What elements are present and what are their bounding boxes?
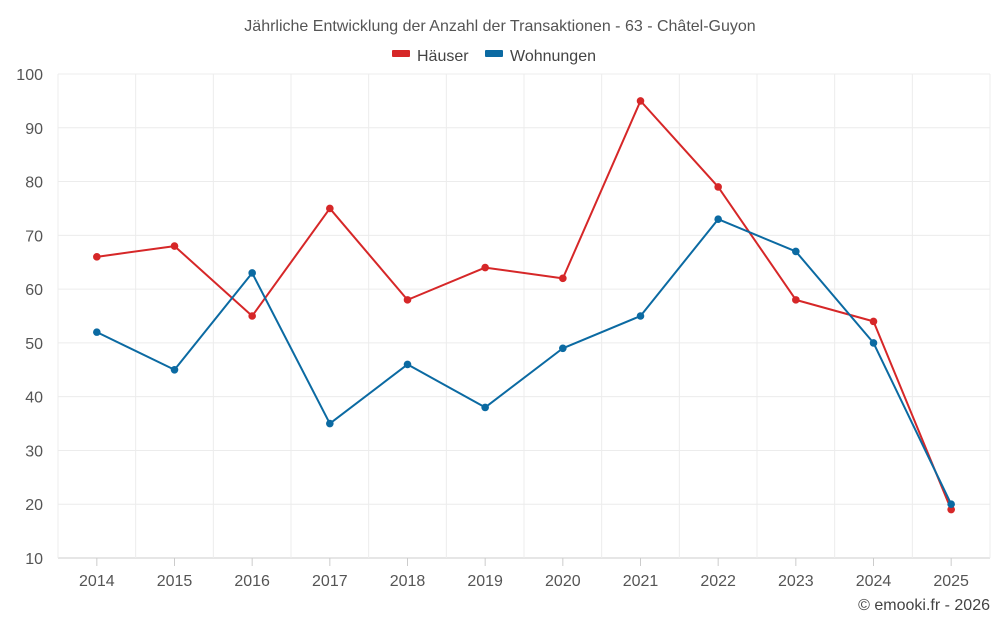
credit-text: © emooki.fr - 2026 <box>858 597 990 614</box>
data-point-haeuser[interactable] <box>326 204 334 213</box>
data-point-haeuser[interactable] <box>481 263 489 272</box>
series-group <box>93 97 955 514</box>
x-tick-label: 2016 <box>234 573 270 590</box>
y-tick-label: 70 <box>25 228 43 245</box>
legend: Häuser Wohnungen <box>392 48 596 65</box>
data-point-wohnungen[interactable] <box>481 403 489 412</box>
data-point-wohnungen[interactable] <box>636 312 645 320</box>
y-tick-label: 30 <box>25 443 43 460</box>
x-tick-label: 2018 <box>390 573 426 590</box>
y-tick-label: 40 <box>25 390 43 407</box>
data-point-wohnungen[interactable] <box>869 339 878 347</box>
data-point-wohnungen[interactable] <box>403 360 412 369</box>
x-tick-label: 2022 <box>700 573 736 590</box>
data-point-haeuser[interactable] <box>636 97 645 105</box>
grid <box>57 73 991 559</box>
data-point-haeuser[interactable] <box>93 253 101 261</box>
x-tick-label: 2019 <box>467 573 503 590</box>
chart-title: Jährliche Entwicklung der Anzahl der Tra… <box>244 18 755 35</box>
data-point-wohnungen[interactable] <box>947 500 955 509</box>
data-point-haeuser[interactable] <box>869 317 878 326</box>
x-tick-label: 2020 <box>545 573 581 590</box>
legend-label-haeuser: Häuser <box>417 48 469 65</box>
x-tick-label: 2014 <box>79 573 115 590</box>
legend-item-haeuser[interactable]: Häuser <box>392 48 469 65</box>
x-tick-label: 2024 <box>856 573 892 590</box>
y-axis: 10 20 30 40 50 60 70 80 90 100 <box>16 67 43 568</box>
data-point-haeuser[interactable] <box>714 183 722 191</box>
data-point-haeuser[interactable] <box>248 312 256 320</box>
y-tick-label: 20 <box>25 497 43 514</box>
data-point-haeuser[interactable] <box>559 274 567 283</box>
x-axis: 2014 2015 2016 2017 2018 2019 2020 2021 2022 2023… <box>79 558 969 590</box>
data-point-wohnungen[interactable] <box>714 215 722 223</box>
legend-item-wohnungen[interactable]: Wohnungen <box>485 48 596 65</box>
y-tick-label: 80 <box>25 175 43 192</box>
data-point-haeuser[interactable] <box>170 242 179 250</box>
series-line-haeuser <box>96 99 953 510</box>
data-point-haeuser[interactable] <box>403 296 412 304</box>
data-point-wohnungen[interactable] <box>326 419 334 428</box>
y-tick-label: 90 <box>25 121 43 138</box>
x-tick-label: 2023 <box>778 573 814 590</box>
x-tick-label: 2017 <box>312 573 348 590</box>
legend-swatch-haeuser <box>392 50 410 57</box>
y-tick-label: 60 <box>25 282 43 299</box>
data-point-wohnungen[interactable] <box>792 247 800 256</box>
series-line-wohnungen <box>96 218 953 505</box>
x-tick-label: 2015 <box>157 573 193 590</box>
y-tick-label: 10 <box>25 551 43 568</box>
data-point-haeuser[interactable] <box>947 505 955 514</box>
x-tick-label: 2025 <box>933 573 969 590</box>
data-point-haeuser[interactable] <box>792 296 800 304</box>
data-point-wohnungen[interactable] <box>559 344 567 353</box>
x-tick-label: 2021 <box>623 573 659 590</box>
legend-label-wohnungen: Wohnungen <box>510 48 596 65</box>
data-point-wohnungen[interactable] <box>93 328 101 336</box>
y-tick-label: 100 <box>16 67 43 84</box>
y-tick-label: 50 <box>25 336 43 353</box>
data-point-wohnungen[interactable] <box>248 269 256 277</box>
data-point-wohnungen[interactable] <box>170 365 179 374</box>
legend-swatch-wohnungen <box>485 50 503 57</box>
